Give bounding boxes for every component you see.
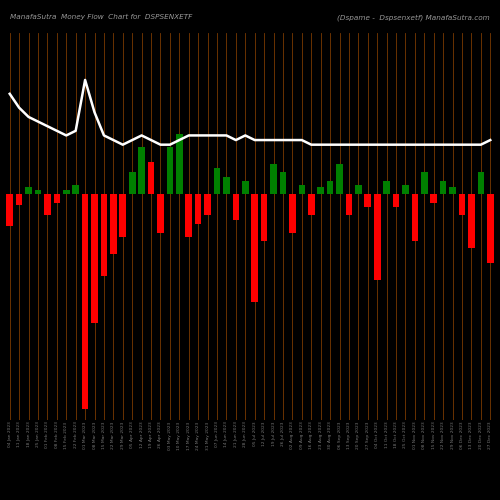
Bar	[232, 194, 239, 220]
Bar	[186, 194, 192, 237]
Bar	[421, 172, 428, 194]
Bar	[355, 186, 362, 194]
Bar	[138, 146, 145, 194]
Bar	[120, 194, 126, 237]
Bar	[336, 164, 343, 194]
Bar	[157, 194, 164, 232]
Bar	[440, 181, 446, 194]
Bar	[242, 181, 248, 194]
Bar	[72, 186, 79, 194]
Bar	[298, 186, 305, 194]
Bar	[374, 194, 380, 280]
Bar	[450, 188, 456, 194]
Bar	[6, 194, 13, 226]
Bar	[384, 181, 390, 194]
Bar	[393, 194, 400, 207]
Bar	[308, 194, 314, 216]
Bar	[261, 194, 268, 242]
Bar	[478, 172, 484, 194]
Bar	[468, 194, 474, 248]
Bar	[100, 194, 107, 276]
Bar	[63, 190, 70, 194]
Bar	[487, 194, 494, 263]
Bar	[458, 194, 466, 216]
Bar	[346, 194, 352, 216]
Bar	[91, 194, 98, 323]
Bar	[318, 188, 324, 194]
Bar	[82, 194, 88, 409]
Text: (Dspame -  Dspsenxetf) ManafaSutra.com: (Dspame - Dspsenxetf) ManafaSutra.com	[337, 14, 490, 20]
Bar	[195, 194, 202, 224]
Bar	[412, 194, 418, 242]
Bar	[110, 194, 116, 254]
Bar	[280, 172, 286, 194]
Bar	[26, 188, 32, 194]
Bar	[44, 194, 51, 216]
Bar	[270, 164, 277, 194]
Bar	[223, 176, 230, 194]
Bar	[34, 190, 42, 194]
Bar	[252, 194, 258, 302]
Bar	[289, 194, 296, 232]
Bar	[402, 186, 409, 194]
Bar	[129, 172, 136, 194]
Bar	[214, 168, 220, 194]
Bar	[16, 194, 22, 204]
Bar	[327, 181, 334, 194]
Text: ManafaSutra  Money Flow  Chart for  DSPSENXETF: ManafaSutra Money Flow Chart for DSPSENX…	[10, 14, 192, 20]
Bar	[54, 194, 60, 202]
Bar	[430, 194, 437, 202]
Bar	[166, 146, 173, 194]
Bar	[204, 194, 211, 216]
Bar	[364, 194, 371, 207]
Bar	[148, 162, 154, 194]
Bar	[176, 134, 182, 194]
